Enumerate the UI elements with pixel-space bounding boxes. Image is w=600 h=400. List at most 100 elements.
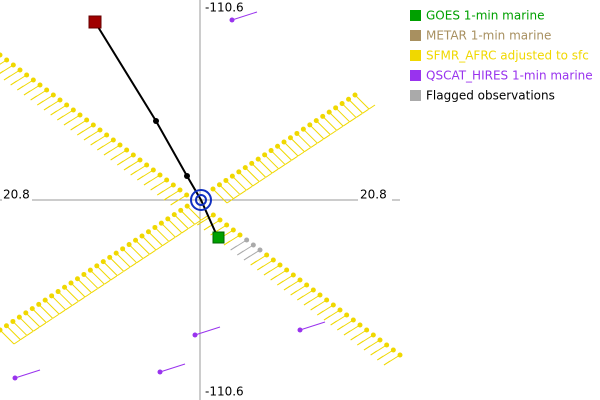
wind-barb xyxy=(304,147,311,153)
obs-dot xyxy=(107,254,113,260)
obs-dot xyxy=(4,57,10,63)
axis-label-right: 20.8 xyxy=(360,188,387,202)
wind-barb xyxy=(167,218,183,234)
obs-dot xyxy=(210,186,216,192)
wind-barb xyxy=(239,190,247,195)
wind-barb xyxy=(270,150,286,165)
wind-barb xyxy=(181,228,189,234)
wind-barb xyxy=(37,100,44,106)
wind-barb xyxy=(329,130,337,136)
obs-dot xyxy=(157,172,163,178)
wind-barb xyxy=(363,345,371,351)
wind-barb xyxy=(370,350,377,356)
wind-barb xyxy=(38,304,54,319)
wind-barb xyxy=(341,103,357,118)
obs-dot xyxy=(23,310,29,316)
axis-label-bottom: -110.6 xyxy=(205,385,244,399)
label-bg xyxy=(203,1,243,15)
obs-dot xyxy=(390,347,396,353)
obs-dot xyxy=(384,342,390,348)
obs-dot xyxy=(310,287,316,293)
wind-barb xyxy=(348,98,363,114)
wind-barb xyxy=(97,284,105,289)
obs-dot xyxy=(230,227,236,233)
obs-dot xyxy=(36,301,42,307)
wind-barb xyxy=(226,198,234,204)
obs-dot xyxy=(333,105,339,111)
center-ring xyxy=(190,189,212,211)
wind-barb xyxy=(377,355,384,361)
obs-dot xyxy=(171,212,177,218)
wind-barb xyxy=(30,95,37,101)
wind-barb xyxy=(83,135,91,141)
wind-barb xyxy=(13,339,21,345)
wind-barb xyxy=(162,241,169,247)
wind-barb xyxy=(322,116,338,131)
obs-dot xyxy=(77,112,83,118)
wind-barb xyxy=(357,340,364,346)
wind-barb xyxy=(303,300,311,306)
wind-barb xyxy=(97,145,104,151)
wind-barb xyxy=(71,301,79,306)
wind-barb xyxy=(96,265,112,281)
obs-dot xyxy=(158,220,164,226)
wind-barb xyxy=(17,85,24,91)
wind-barb xyxy=(290,290,297,296)
wind-barb xyxy=(232,175,247,191)
obs-dot xyxy=(210,212,216,218)
obs-dot xyxy=(30,77,36,83)
wind-barb xyxy=(0,329,15,345)
obs-dot xyxy=(152,224,158,230)
wind-barb xyxy=(337,325,344,331)
obs-dot xyxy=(281,139,287,145)
obs-dot xyxy=(139,233,145,239)
obs-dot xyxy=(117,142,123,148)
wind-barb xyxy=(200,215,208,221)
wind-barb xyxy=(12,321,28,336)
wind-barb xyxy=(186,205,202,221)
obs-dot xyxy=(275,143,281,149)
wind-barb xyxy=(65,305,72,311)
wind-barb xyxy=(310,305,317,311)
wind-barb xyxy=(349,117,356,123)
wind-barb xyxy=(163,195,171,201)
obs-dot xyxy=(126,242,132,248)
obs-dot xyxy=(97,127,103,133)
legend: GOES 1-min marine METAR 1-min marine SFMR_… xyxy=(410,9,593,103)
obs-dot xyxy=(287,135,293,141)
legend-swatch xyxy=(410,90,421,101)
wind-barb xyxy=(161,222,176,238)
axis-label-top: -110.6 xyxy=(205,1,244,15)
obs-dot xyxy=(192,332,198,338)
axis-label-left: 20.8 xyxy=(3,188,30,202)
wind-barb xyxy=(154,227,170,242)
obs-dot xyxy=(55,289,61,295)
obs-dot xyxy=(133,237,139,243)
wind-barb xyxy=(225,180,241,195)
obs-dot xyxy=(10,318,16,324)
wind-barb xyxy=(10,80,17,86)
obs-dot xyxy=(330,302,336,308)
obs-dot xyxy=(307,122,313,128)
obs-dot xyxy=(110,137,116,143)
legend-label: Flagged observations xyxy=(426,89,555,103)
wind-barb xyxy=(243,255,251,261)
label-bg xyxy=(203,385,243,399)
legend-swatch xyxy=(410,10,421,21)
obs-dot xyxy=(62,284,68,290)
obs-dot xyxy=(277,262,283,268)
wind-barb xyxy=(117,160,124,166)
obs-dot xyxy=(50,92,56,98)
wind-barb xyxy=(159,363,186,373)
obs-dot xyxy=(184,203,190,209)
wind-barb xyxy=(110,275,118,281)
wind-barb xyxy=(233,194,240,200)
wind-barb xyxy=(237,250,244,256)
wind-barb xyxy=(170,200,177,206)
wind-barb xyxy=(264,154,279,170)
obs-dot xyxy=(87,267,93,273)
wind-barb xyxy=(335,107,350,123)
obs-dot xyxy=(244,237,250,243)
obs-dot xyxy=(16,314,22,320)
wind-barb xyxy=(197,220,204,226)
